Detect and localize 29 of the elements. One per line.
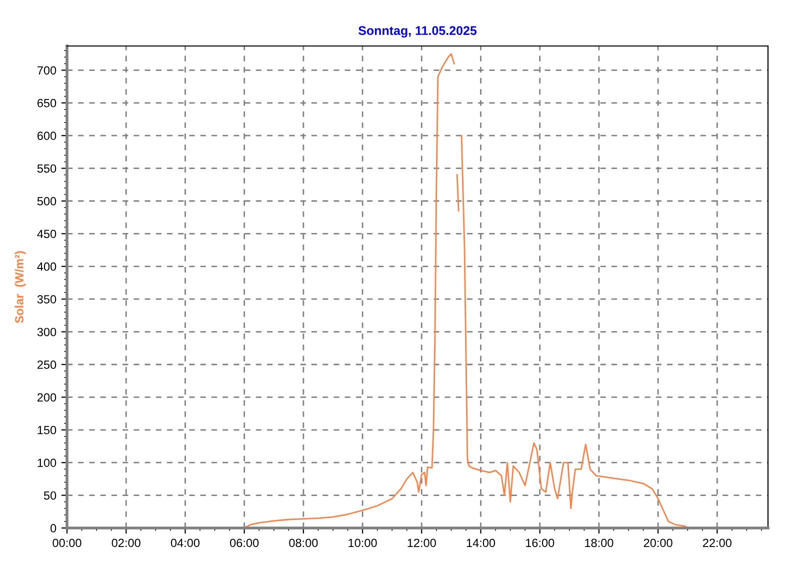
x-tick-label: 04:00 <box>170 538 200 548</box>
y-tick-label: 350 <box>37 295 56 304</box>
y-axis-title: Solar (W/m²) <box>14 251 26 324</box>
x-tick-label: 20:00 <box>644 538 672 548</box>
chart-title: Sonntag, 11.05.2025 <box>358 26 477 38</box>
x-tick-label: 18:00 <box>585 538 614 548</box>
x-tick-label: 06:00 <box>230 538 259 548</box>
y-tick-label: 500 <box>37 197 56 206</box>
y-tick-label: 600 <box>37 132 56 140</box>
y-tick-label: 550 <box>37 164 56 173</box>
x-tick-label: 14:00 <box>466 538 496 548</box>
x-tick-label: 10:00 <box>348 538 377 548</box>
y-tick-label: 100 <box>38 458 56 467</box>
x-tick-label: 16:00 <box>526 538 554 548</box>
x-tick-label: 22:00 <box>702 538 732 548</box>
y-tick-label: 400 <box>37 262 56 271</box>
x-tick-label: 12:00 <box>408 538 436 548</box>
y-tick-label: 300 <box>37 328 56 336</box>
y-tick-label: 50 <box>44 491 56 500</box>
y-tick-label: 700 <box>37 66 56 75</box>
y-tick-label: 250 <box>37 360 56 369</box>
x-tick-label: 08:00 <box>289 538 318 548</box>
y-tick-label: 200 <box>37 393 56 402</box>
y-tick-label: 0 <box>50 524 56 532</box>
y-tick-label: 650 <box>37 98 56 108</box>
y-tick-label: 450 <box>37 230 56 238</box>
y-tick-label: 150 <box>38 426 56 434</box>
x-tick-label: 02:00 <box>112 538 140 548</box>
x-tick-label: 00:00 <box>52 538 82 548</box>
